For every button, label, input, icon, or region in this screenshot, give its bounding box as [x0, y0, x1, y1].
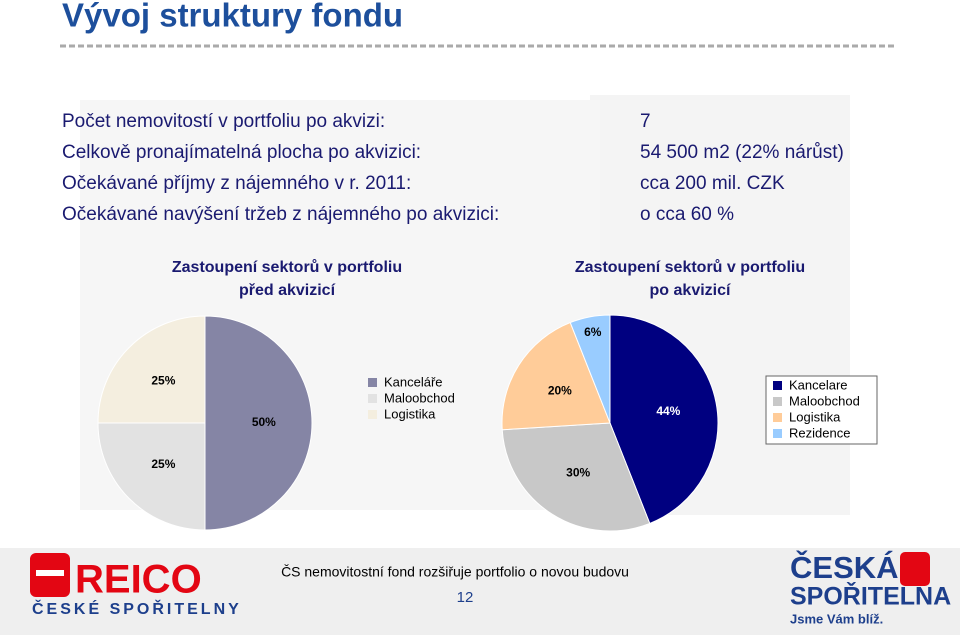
legend-box [765, 375, 878, 445]
legend-label: Kancelare [789, 377, 848, 392]
pie-slice [609, 314, 719, 525]
legend-label: Rezidence [789, 425, 850, 440]
pie-slice [569, 314, 611, 424]
legend-label: Maloobchod [384, 390, 455, 405]
logo-mark [900, 552, 930, 586]
chart-title: Zastoupení sektorů v portfoliu před akvi… [171, 259, 403, 299]
legend-label: Kanceláře [384, 374, 443, 389]
pie-slice [501, 321, 611, 431]
data-label: 44% [656, 404, 680, 418]
fact-value: 7 [640, 111, 651, 132]
footer-band [0, 548, 960, 635]
legend-label: Maloobchod [789, 393, 860, 408]
data-label: 50% [252, 415, 276, 429]
fact-value: 54 500 m2 (22% nárůst) [640, 142, 844, 163]
legend-swatch [773, 413, 782, 422]
slogan: Jsme Vám blíž. [790, 611, 883, 626]
legend-swatch [368, 410, 377, 419]
title: Vývoj struktury fondu [62, 0, 403, 34]
reico-logo [30, 553, 70, 597]
pie-slice [204, 315, 313, 531]
legend-swatch [368, 378, 377, 387]
legend-label: Logistika [384, 406, 436, 421]
pie-slice [97, 315, 206, 424]
logo-text: SPOŘITELNA [790, 581, 951, 611]
fact-label: Očekávané příjmy z nájemného v r. 2011: [62, 173, 411, 194]
fact-value: cca 200 mil. CZK [640, 173, 785, 194]
logo-mark-bar [36, 570, 64, 576]
data-label: 20% [548, 383, 572, 397]
fact-label: Celkově pronajímatelná plocha po akvizic… [62, 142, 421, 163]
legend-swatch [773, 397, 782, 406]
page-number: 12 [457, 589, 474, 606]
logo-subtext: ČESKÉ SPOŘITELNY [32, 599, 242, 618]
logo-text: REICO [75, 558, 202, 602]
data-label: 25% [151, 457, 175, 471]
footer-caption: ČS nemovitostní fond rozšiřuje portfolio… [281, 564, 629, 580]
pie-slice [97, 422, 206, 531]
data-label: 6% [584, 325, 602, 339]
fact-label: Počet nemovitostí v portfoliu po akvizi: [62, 111, 385, 132]
pie-slice [501, 422, 651, 532]
data-label: 25% [151, 374, 175, 388]
legend-swatch [773, 381, 782, 390]
legend-swatch [368, 394, 377, 403]
legend-label: Logistika [789, 409, 841, 424]
data-label: 30% [566, 465, 590, 479]
legend-swatch [773, 429, 782, 438]
chart-title: Zastoupení sektorů v portfoliu po akvizi… [574, 259, 806, 299]
fact-value: o cca 60 % [640, 204, 734, 225]
fact-label: Očekávané navýšení tržeb z nájemného po … [62, 204, 499, 225]
logo-text: ČESKÁ [790, 549, 899, 585]
